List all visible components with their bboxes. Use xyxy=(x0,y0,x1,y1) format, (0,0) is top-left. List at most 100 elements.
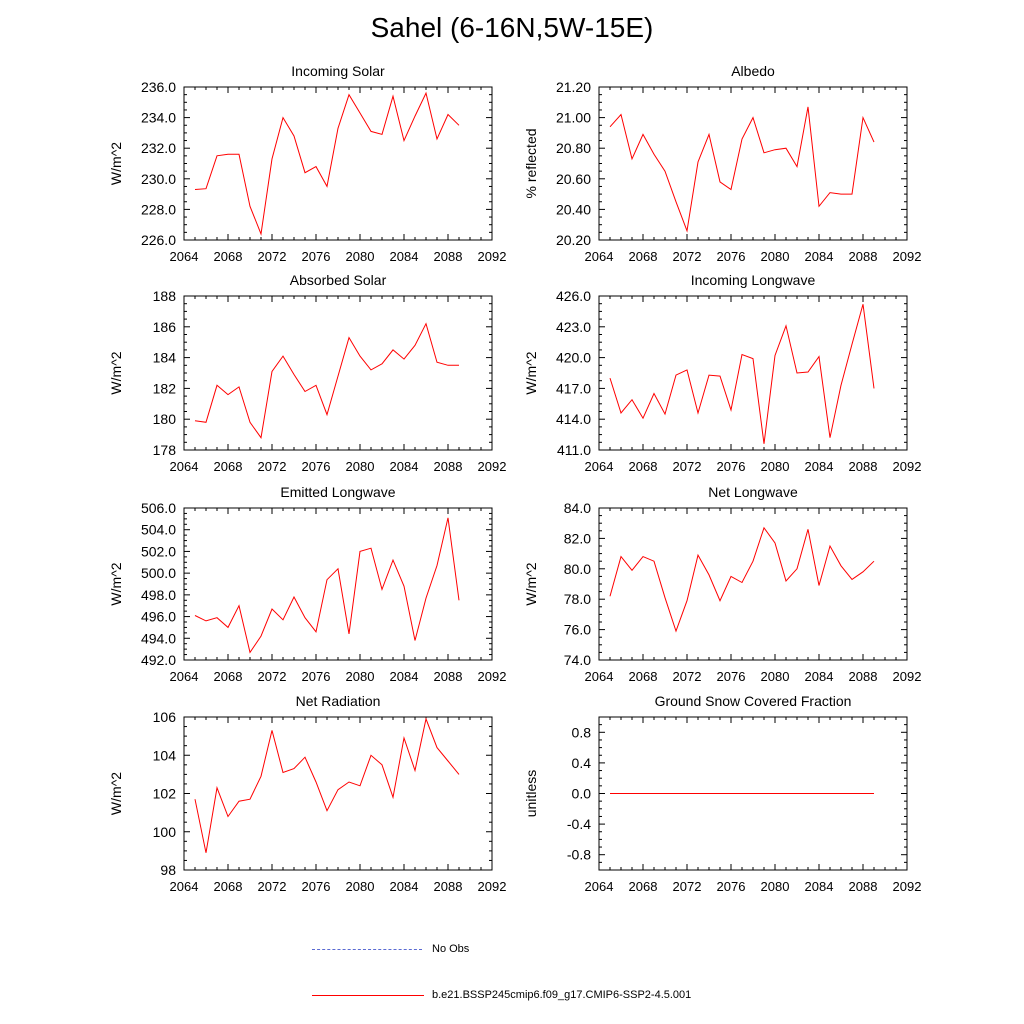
y-tick-label: 236.0 xyxy=(141,79,176,95)
y-tick-label: 494.0 xyxy=(141,630,176,646)
y-tick-label: 500.0 xyxy=(141,565,176,581)
plot-title: Ground Snow Covered Fraction xyxy=(655,693,852,709)
y-tick-label: 20.20 xyxy=(556,232,591,248)
x-tick-label: 2064 xyxy=(170,669,199,684)
x-tick-label: 2068 xyxy=(214,459,243,474)
plot-frame xyxy=(598,86,908,241)
y-tick-label: 20.60 xyxy=(556,171,591,187)
x-tick-label: 2092 xyxy=(478,879,507,894)
x-tick-label: 2080 xyxy=(761,459,790,474)
x-tick-label: 2088 xyxy=(849,249,878,264)
y-tick-label: 186 xyxy=(153,319,177,335)
x-tick-label: 2064 xyxy=(170,879,199,894)
series-line xyxy=(194,517,460,654)
y-axis-label: W/m^2 xyxy=(108,351,124,394)
x-tick-label: 2088 xyxy=(849,879,878,894)
y-tick-label: 21.00 xyxy=(556,110,591,126)
x-tick-label: 2068 xyxy=(214,249,243,264)
x-tick-label: 2080 xyxy=(346,879,375,894)
y-tick-label: 502.0 xyxy=(141,543,176,559)
plot-frame xyxy=(598,295,908,451)
y-tick-label: 104 xyxy=(153,747,177,763)
x-tick-label: 2084 xyxy=(805,879,834,894)
x-tick-label: 2072 xyxy=(258,459,287,474)
plot-frame xyxy=(183,86,493,241)
x-tick-label: 2092 xyxy=(893,249,922,264)
x-tick-label: 2088 xyxy=(434,669,463,684)
y-axis-label: % reflected xyxy=(523,128,539,198)
y-tick-label: 420.0 xyxy=(556,350,591,366)
x-tick-label: 2076 xyxy=(302,879,331,894)
x-tick-label: 2088 xyxy=(849,459,878,474)
series-line xyxy=(194,91,460,236)
x-tick-label: 2072 xyxy=(673,879,702,894)
plot-title: Absorbed Solar xyxy=(290,272,387,288)
x-tick-label: 2068 xyxy=(629,459,658,474)
x-tick-label: 2080 xyxy=(761,669,790,684)
legend-label-model: b.e21.BSSP245cmip6.f09_g17.CMIP6-SSP2-4.… xyxy=(432,989,692,1001)
x-tick-label: 2068 xyxy=(214,879,243,894)
x-tick-label: 2076 xyxy=(717,249,746,264)
x-tick-label: 2064 xyxy=(170,459,199,474)
x-tick-label: 2064 xyxy=(170,249,199,264)
y-tick-label: 78.0 xyxy=(564,591,591,607)
plot-title: Net Radiation xyxy=(296,693,381,709)
y-tick-label: 80.0 xyxy=(564,561,591,577)
plot-title: Incoming Solar xyxy=(291,63,385,79)
y-axis-label: W/m^2 xyxy=(108,562,124,605)
series-line xyxy=(609,106,875,233)
y-tick-label: 0.8 xyxy=(572,724,592,740)
x-tick-label: 2092 xyxy=(478,459,507,474)
x-tick-label: 2080 xyxy=(346,459,375,474)
y-tick-label: 184 xyxy=(153,350,177,366)
y-tick-label: 178 xyxy=(153,442,177,458)
x-tick-label: 2068 xyxy=(629,249,658,264)
x-tick-label: 2072 xyxy=(673,669,702,684)
y-tick-label: 232.0 xyxy=(141,140,176,156)
y-tick-label: 98 xyxy=(160,862,176,878)
y-tick-label: -0.4 xyxy=(567,816,591,832)
y-tick-label: 492.0 xyxy=(141,652,176,668)
x-tick-label: 2092 xyxy=(478,249,507,264)
x-tick-label: 2084 xyxy=(805,669,834,684)
y-axis-label: W/m^2 xyxy=(108,772,124,815)
page-title: Sahel (6-16N,5W-15E) xyxy=(370,12,654,43)
x-tick-label: 2064 xyxy=(585,669,614,684)
y-tick-label: 188 xyxy=(153,288,177,304)
y-tick-label: 414.0 xyxy=(556,411,591,427)
y-tick-label: 182 xyxy=(153,380,177,396)
y-tick-label: 498.0 xyxy=(141,587,176,603)
x-tick-label: 2064 xyxy=(585,249,614,264)
x-tick-label: 2072 xyxy=(258,249,287,264)
y-tick-label: 423.0 xyxy=(556,319,591,335)
x-tick-label: 2088 xyxy=(434,459,463,474)
plot-frame xyxy=(598,507,908,661)
plot-title: Net Longwave xyxy=(708,484,798,500)
x-tick-label: 2084 xyxy=(390,459,419,474)
plot-frame xyxy=(183,295,493,451)
series-line xyxy=(609,304,875,444)
y-tick-label: 84.0 xyxy=(564,500,591,516)
y-tick-label: 0.4 xyxy=(572,755,592,771)
x-tick-label: 2092 xyxy=(893,669,922,684)
x-tick-label: 2072 xyxy=(673,459,702,474)
y-axis-label: W/m^2 xyxy=(523,351,539,394)
y-tick-label: 411.0 xyxy=(557,442,591,458)
series-line xyxy=(609,526,875,633)
x-tick-label: 2068 xyxy=(629,669,658,684)
x-tick-label: 2092 xyxy=(893,879,922,894)
y-tick-label: 74.0 xyxy=(564,652,591,668)
y-axis-label: unitless xyxy=(523,770,539,817)
plot-title: Incoming Longwave xyxy=(691,272,816,288)
plot-title: Albedo xyxy=(731,63,775,79)
plot-frame xyxy=(183,716,493,871)
x-tick-label: 2076 xyxy=(302,459,331,474)
x-tick-label: 2080 xyxy=(761,249,790,264)
y-tick-label: 102 xyxy=(153,786,177,802)
y-tick-label: 234.0 xyxy=(141,110,176,126)
x-tick-label: 2088 xyxy=(434,249,463,264)
y-tick-label: 230.0 xyxy=(141,171,176,187)
y-tick-label: 496.0 xyxy=(141,609,176,625)
series-line xyxy=(194,322,459,439)
